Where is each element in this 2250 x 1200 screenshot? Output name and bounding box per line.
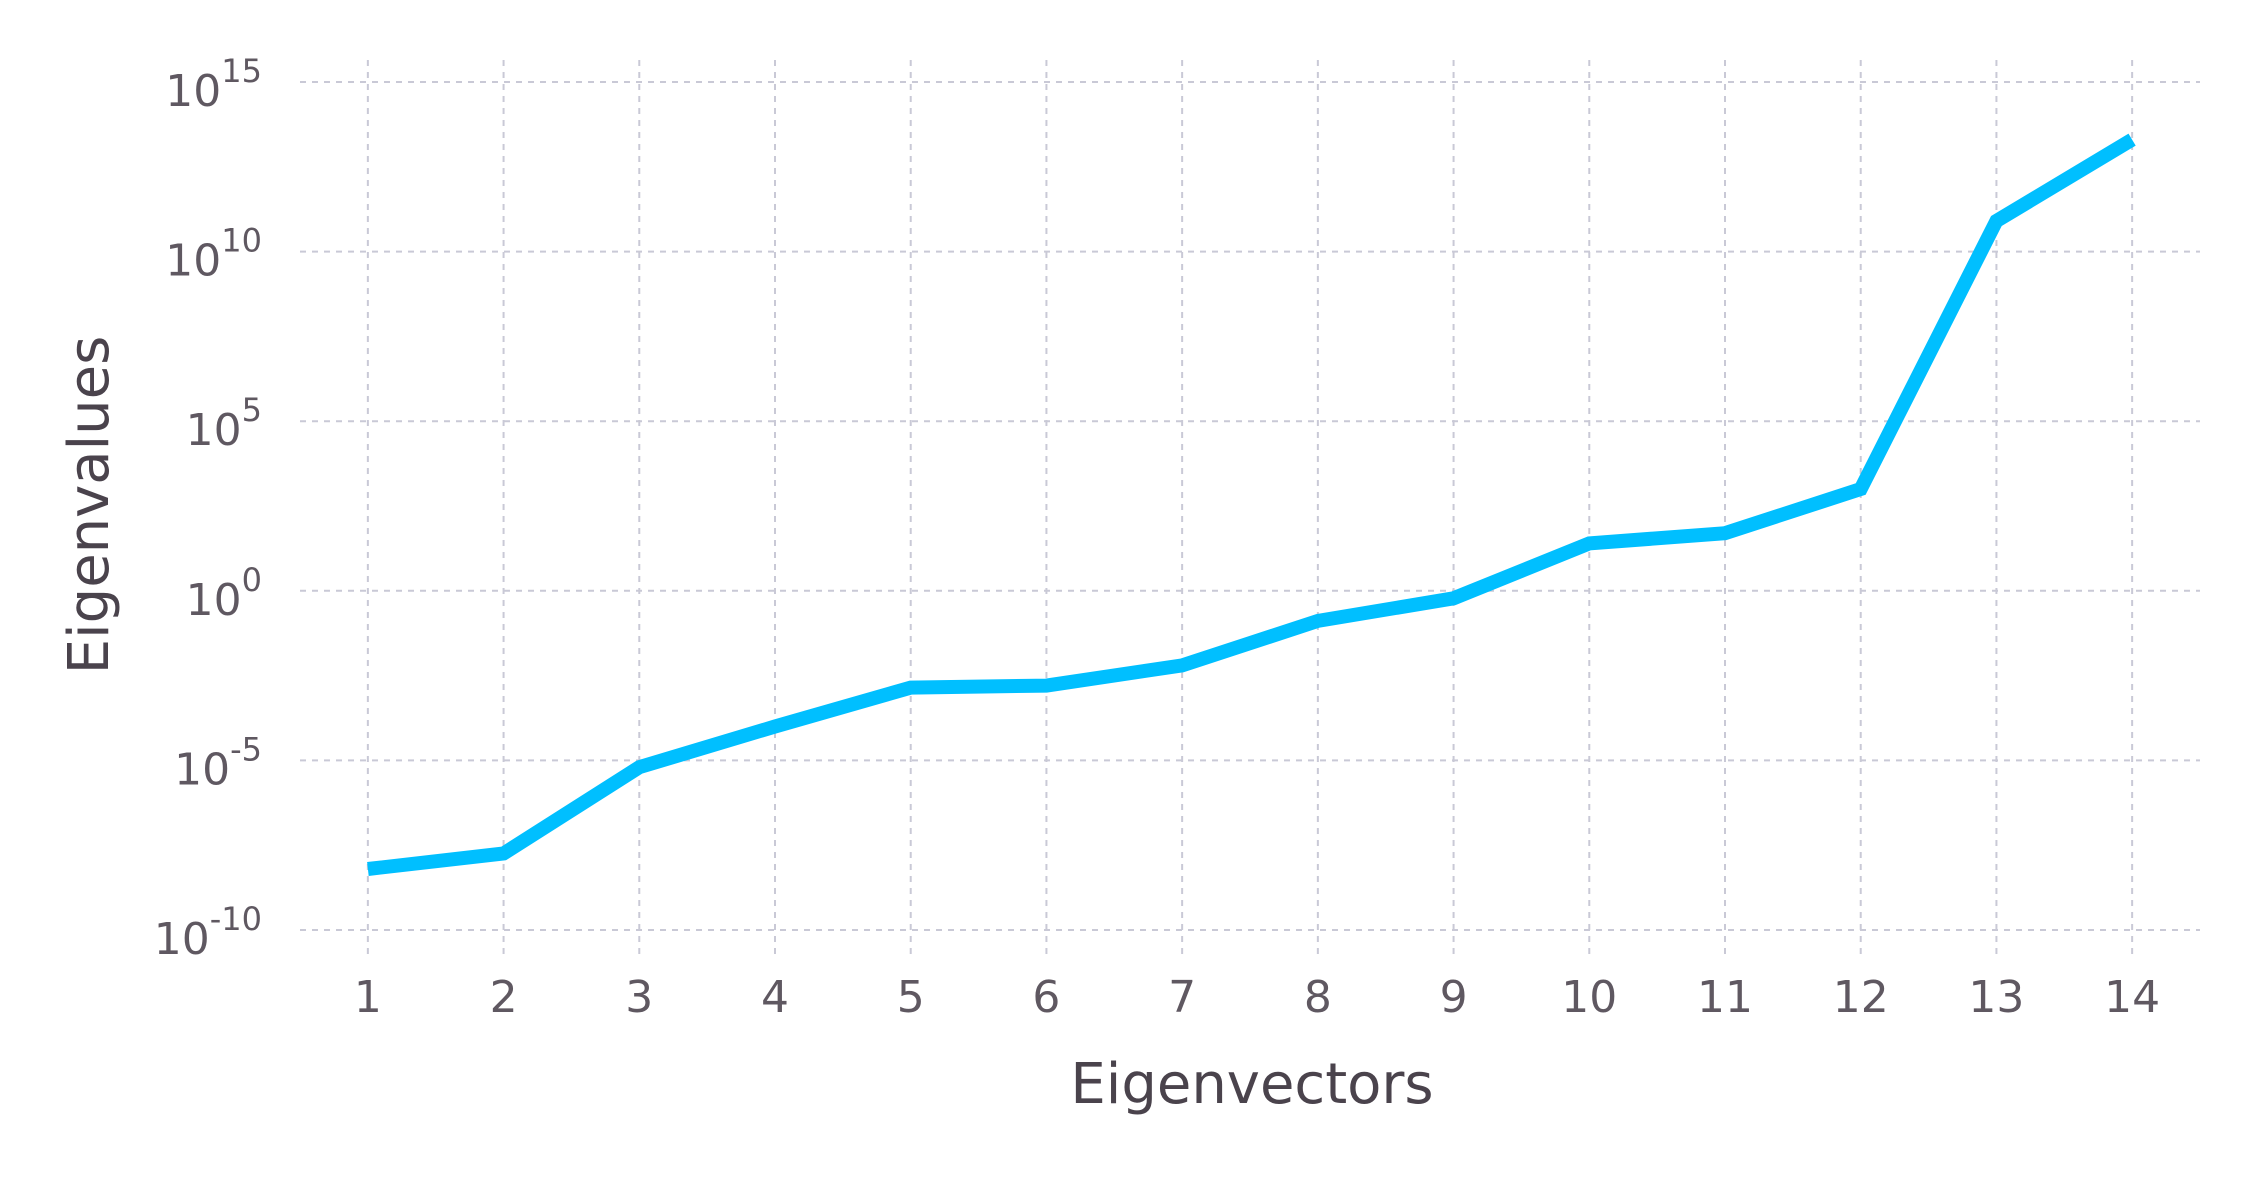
x-tick-label: 4	[761, 972, 789, 1023]
y-tick-labels: 10-10 10-5 100 105 1010 1015	[154, 52, 262, 965]
y-axis-title: Eigenvalues	[57, 336, 122, 675]
x-tick-label: 11	[1697, 972, 1753, 1023]
x-tick-label: 13	[1968, 972, 2024, 1023]
x-tick-label: 9	[1440, 972, 1468, 1023]
y-tick-label: 1010	[165, 222, 262, 287]
y-tick-label: 1015	[165, 52, 262, 117]
y-tick-label: 10-5	[174, 730, 262, 795]
y-tick-label: 100	[186, 561, 262, 626]
x-tick-label: 14	[2104, 972, 2160, 1023]
grid-lines	[300, 60, 2200, 955]
y-tick-label: 105	[186, 391, 262, 456]
x-tick-label: 2	[490, 972, 518, 1023]
series-group	[367, 133, 2136, 876]
x-tick-label: 12	[1833, 972, 1889, 1023]
series-line	[367, 133, 2136, 876]
x-tick-label: 6	[1032, 972, 1060, 1023]
x-tick-labels: 1 2 3 4 5 6 7 8 9 10 11 12 13 14	[354, 972, 2160, 1023]
x-tick-label: 3	[625, 972, 653, 1023]
x-tick-label: 5	[897, 972, 925, 1023]
x-tick-label: 8	[1304, 972, 1332, 1023]
x-tick-label: 1	[354, 972, 382, 1023]
y-tick-label: 10-10	[154, 900, 262, 965]
x-tick-label: 7	[1168, 972, 1196, 1023]
x-axis-title: Eigenvectors	[1070, 1052, 1433, 1117]
x-tick-label: 10	[1561, 972, 1617, 1023]
